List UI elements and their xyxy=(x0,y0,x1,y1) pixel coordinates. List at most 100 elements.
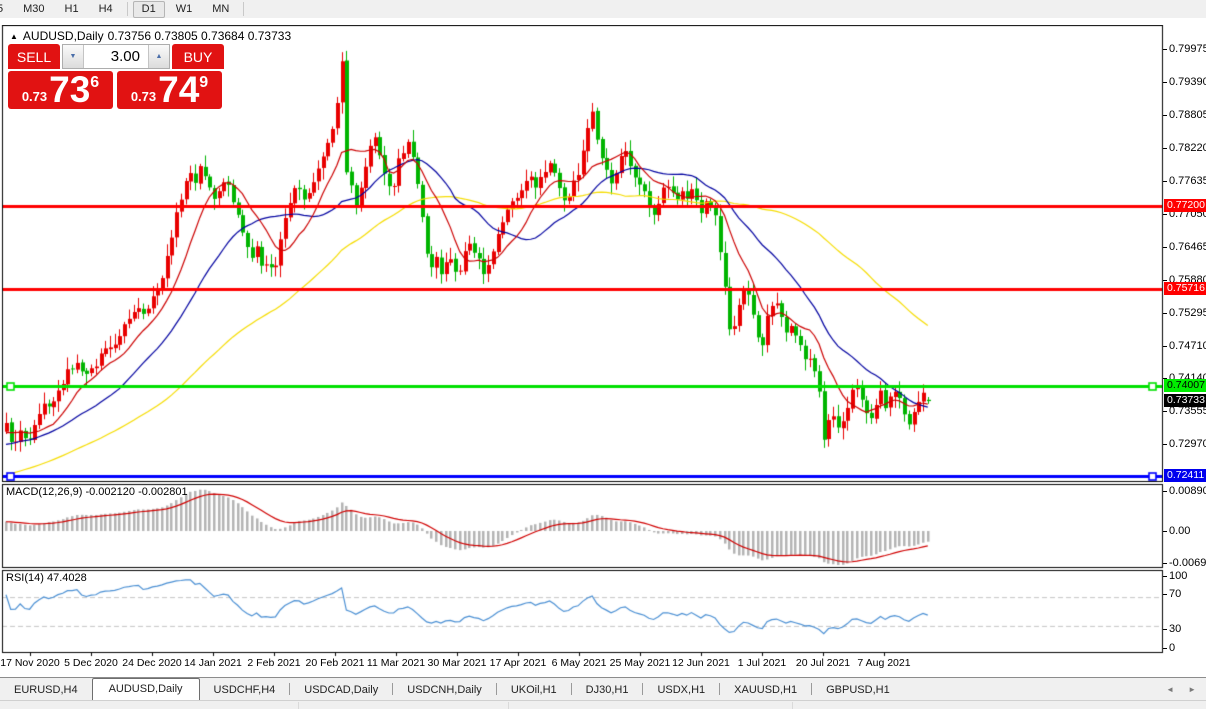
price-level-label: 0.77200 xyxy=(1164,198,1206,212)
tab-separator xyxy=(392,683,394,695)
price-tick-label: 0.74710 xyxy=(1169,339,1206,352)
price-level-label: 0.74007 xyxy=(1164,378,1206,392)
one-click-trade-panel: SELL ▼ ▲ BUY 0.73 73 6 0.73 74 9 xyxy=(8,44,224,109)
date-tick-label: 20 Jul 2021 xyxy=(795,657,851,669)
timeframe-button-m30[interactable]: M30 xyxy=(23,2,45,15)
volume-spinner: ▼ ▲ xyxy=(62,44,170,69)
chart-tab-bar: EURUSD,H4 AUDUSD,Daily USDCHF,H4 USDCAD,Dai… xyxy=(0,677,1206,700)
tab-usdx-h1[interactable]: USDX,H1 xyxy=(657,684,706,696)
tab-ukoil-h1[interactable]: UKOil,H1 xyxy=(510,684,557,696)
timeframe-button-h4[interactable]: H4 xyxy=(98,2,113,15)
price-tick-mark xyxy=(1163,246,1167,248)
volume-input[interactable] xyxy=(84,45,148,68)
tab-usdcnh-daily[interactable]: USDCNH,Daily xyxy=(407,684,482,696)
price-tick-mark xyxy=(1163,345,1167,347)
tab-gbpusd-h1[interactable]: GBPUSD,H1 xyxy=(826,684,890,696)
timeframe-toolbar: 5 M30 H1 H4 D1 W1 MN xyxy=(0,0,1206,19)
sell-price-quote[interactable]: 0.73 73 6 xyxy=(8,71,113,109)
price-tick-label: 0.79975 xyxy=(1169,43,1206,56)
chart-area: ▲ AUDUSD,Daily 0.73756 0.73805 0.73684 0.7… xyxy=(0,18,1206,677)
chart-symbol-title: AUDUSD,Daily xyxy=(22,29,104,43)
price-tick-mark xyxy=(1163,378,1167,380)
date-tick-label: 12 Jun 2021 xyxy=(672,657,730,669)
indicator-tick-label: 30 xyxy=(1169,623,1182,635)
price-chart-canvas[interactable] xyxy=(0,25,1164,657)
volume-decrease-icon[interactable]: ▼ xyxy=(63,45,84,68)
date-tick-label: 17 Nov 2020 xyxy=(0,657,60,669)
tab-scroll-controls: ◄ ► xyxy=(1166,678,1206,700)
sell-price-prefix: 0.73 xyxy=(21,89,48,104)
rsi-indicator-label: RSI(14) 47.4028 xyxy=(6,572,87,584)
price-tick-mark xyxy=(1163,115,1167,117)
tab-separator xyxy=(289,683,291,695)
sell-price-main: 73 xyxy=(49,69,91,110)
indicator-tick-label: 0.008903 xyxy=(1169,485,1206,497)
tab-scroll-right-icon[interactable]: ► xyxy=(1188,684,1196,694)
indicator-tick-mark xyxy=(1163,531,1167,532)
indicator-tick-mark xyxy=(1163,629,1167,630)
timeframe-button-5[interactable]: 5 xyxy=(0,2,4,15)
tab-usdcad-daily[interactable]: USDCAD,Daily xyxy=(304,684,379,696)
toolbar-separator xyxy=(243,2,245,16)
price-tick-label: 0.73555 xyxy=(1169,405,1206,418)
price-level-label: 0.75716 xyxy=(1164,282,1206,296)
indicator-tick-mark xyxy=(1163,491,1167,492)
date-tick-label: 25 May 2021 xyxy=(609,657,671,669)
price-tick-label: 0.78220 xyxy=(1169,142,1206,154)
date-tick-label: 1 Jul 2021 xyxy=(737,657,787,669)
price-tick-mark xyxy=(1163,181,1167,182)
timeframe-button-d1[interactable]: D1 xyxy=(132,0,165,18)
price-level-label: 0.73733 xyxy=(1164,394,1206,408)
price-level-label: 0.72411 xyxy=(1164,468,1206,482)
price-tick-label: 0.75295 xyxy=(1169,306,1206,319)
price-tick-mark xyxy=(1163,279,1167,281)
macd-indicator-label: MACD(12,26,9) -0.002120 -0.002801 xyxy=(6,486,188,498)
volume-increase-icon[interactable]: ▲ xyxy=(148,45,169,68)
buy-button[interactable]: BUY xyxy=(172,44,224,69)
indicator-tick-label: 0 xyxy=(1169,642,1176,654)
sell-button[interactable]: SELL xyxy=(8,44,60,69)
timeframe-button-mn[interactable]: MN xyxy=(212,2,230,15)
date-tick-label: 17 Apr 2021 xyxy=(489,657,547,669)
date-tick-label: 14 Jan 2021 xyxy=(184,657,242,669)
tab-xauusd-h1[interactable]: XAUUSD,H1 xyxy=(734,684,798,696)
collapse-panel-icon[interactable]: ▲ xyxy=(10,32,18,41)
price-tick-mark xyxy=(1163,444,1167,446)
tab-eurusd-h4[interactable]: EURUSD,H4 xyxy=(14,684,78,696)
indicator-tick-label: -0.00697 xyxy=(1169,557,1206,569)
indicator-tick-mark xyxy=(1163,648,1167,649)
tab-separator xyxy=(719,683,721,695)
buy-price-main: 74 xyxy=(158,69,200,110)
indicator-tick-mark xyxy=(1163,563,1167,564)
price-tick-label: 0.77635 xyxy=(1169,175,1206,187)
tab-scroll-left-icon[interactable]: ◄ xyxy=(1166,684,1175,694)
tab-separator xyxy=(570,683,572,695)
status-bar xyxy=(0,700,1206,709)
tab-usdchf-h4[interactable]: USDCHF,H4 xyxy=(213,684,276,696)
date-tick-label: 30 Mar 2021 xyxy=(427,657,487,669)
price-tick-mark xyxy=(1163,82,1167,84)
tab-dj30-h1[interactable]: DJ30,H1 xyxy=(585,684,629,696)
price-tick-mark xyxy=(1163,312,1167,314)
date-tick-label: 5 Dec 2020 xyxy=(64,657,118,669)
buy-price-prefix: 0.73 xyxy=(130,89,157,104)
tab-audusd-daily[interactable]: AUDUSD,Daily xyxy=(91,678,200,700)
buy-price-quote[interactable]: 0.73 74 9 xyxy=(117,71,222,109)
date-tick-label: 20 Feb 2021 xyxy=(305,657,365,669)
buy-price-pip: 9 xyxy=(199,74,209,91)
date-tick-label: 2 Feb 2021 xyxy=(247,657,301,669)
indicator-tick-label: 70 xyxy=(1169,588,1182,600)
indicator-tick-label: 0.00 xyxy=(1169,525,1191,537)
price-tick-label: 0.78805 xyxy=(1169,109,1206,122)
indicator-tick-mark xyxy=(1163,594,1167,595)
price-tick-mark xyxy=(1163,214,1167,215)
timeframe-button-w1[interactable]: W1 xyxy=(175,2,193,15)
price-tick-mark xyxy=(1163,411,1167,413)
date-tick-label: 6 May 2021 xyxy=(551,657,607,669)
chart-title-bar: ▲ AUDUSD,Daily 0.73756 0.73805 0.73684 0.7… xyxy=(10,29,295,43)
tab-separator xyxy=(495,683,497,695)
timeframe-button-h1[interactable]: H1 xyxy=(64,2,79,15)
date-tick-label: 11 Mar 2021 xyxy=(366,657,426,669)
sell-price-pip: 6 xyxy=(90,74,100,91)
